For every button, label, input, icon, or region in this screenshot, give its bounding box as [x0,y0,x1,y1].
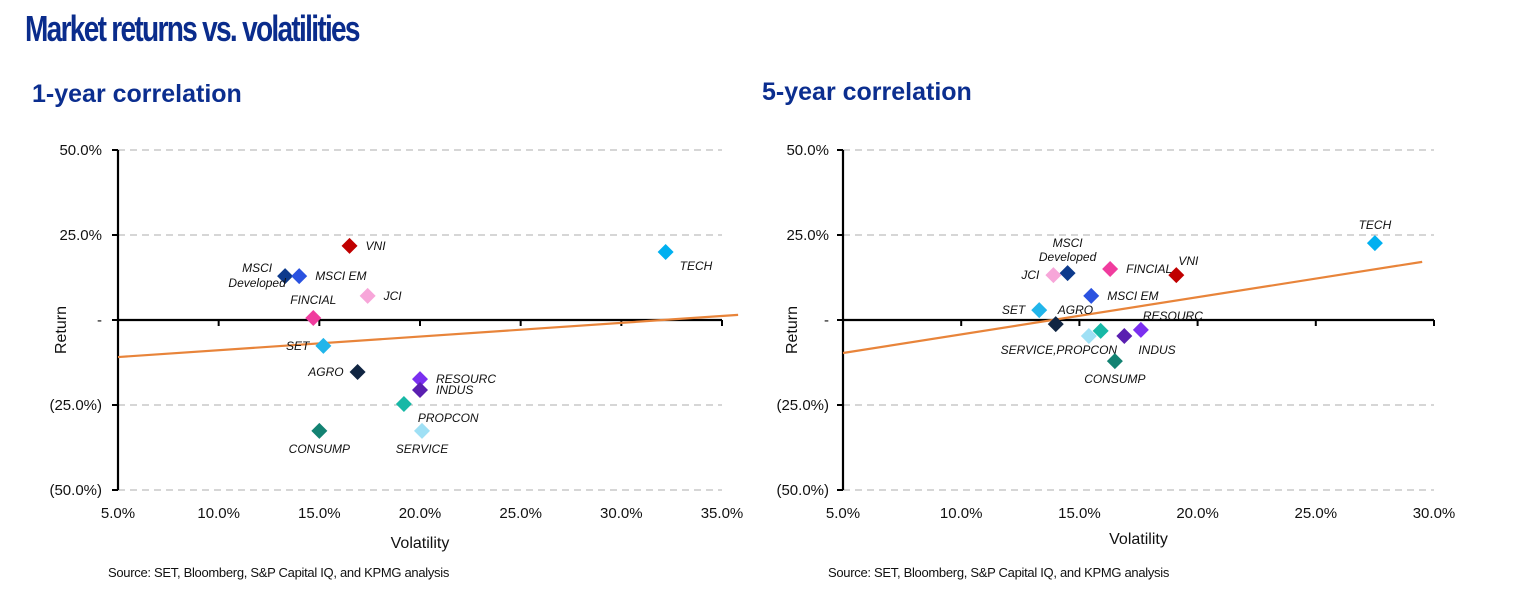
chart-title-5-year: 5-year correlation [762,78,972,106]
y-tick-label: (50.0%) [49,482,102,499]
point-jci [359,287,376,304]
point-label: TECH [1359,218,1392,232]
point-label: MSCI EM [315,269,366,283]
y-tick-label: - [97,312,102,329]
point-label: FINCIAL [290,293,336,307]
point-label: CONSUMP [289,442,350,456]
x-tick-label: 15.0% [1058,505,1101,522]
point-msci-em [1083,287,1100,304]
point-label: AGRO [307,365,343,379]
point-fincial [1102,261,1119,277]
point-label: JCI [1020,268,1040,282]
y-tick-label: 25.0% [786,227,829,244]
chart-title-1-year: 1-year correlation [32,80,242,108]
point-label: INDUS [1138,343,1175,357]
x-tick-label: 15.0% [298,505,341,522]
point-label-line: Developed [228,276,286,290]
x-tick-label: 5.0% [826,505,860,522]
point-label: TECH [680,259,713,273]
point-label: FINCIAL [1126,262,1172,276]
x-axis-title: Volatility [391,535,450,552]
point-agro [1047,316,1064,333]
x-tick-label: 35.0% [701,505,744,522]
point-unlabeled [1092,322,1109,339]
point-msci-developed [1059,265,1076,282]
point-consump [1106,353,1123,370]
x-tick-label: 30.0% [1413,505,1456,522]
point-tech [657,244,674,260]
point-label: RESOURC [436,372,496,386]
point-consump [311,422,328,439]
point-label: PROPCON [418,411,479,425]
point-set [315,337,332,354]
point-label: SET [1002,303,1027,317]
point-indus [412,382,428,399]
point-label: AGRO [1057,303,1093,317]
y-tick-label: 50.0% [786,142,829,159]
point-resourc [1132,321,1149,338]
x-tick-label: 20.0% [1176,505,1219,522]
x-tick-label: 20.0% [399,505,442,522]
source-note-5-year: Source: SET, Bloomberg, S&P Capital IQ, … [828,565,1170,580]
y-axis-title: Return [784,306,801,354]
point-label: VNI [366,239,387,253]
point-label: VNI [1178,254,1199,268]
point-agro [349,364,366,381]
point-label: JCI [383,289,403,303]
point-label-line: MSCI [242,261,273,275]
x-tick-label: 30.0% [600,505,643,522]
point-vni [341,237,358,254]
y-axis-title: Return [53,306,70,354]
point-label: RESOURC [1143,309,1203,323]
x-tick-label: 5.0% [101,505,135,522]
point-label: SERVICE,PROPCON [1001,343,1118,357]
point-set [1031,302,1048,319]
point-fincial [305,309,322,326]
point-label: MSCI Developed [1039,236,1097,264]
x-tick-label: 25.0% [499,505,542,522]
y-tick-label: - [824,312,829,329]
point-propcon [395,395,412,412]
point-vni [1168,267,1185,284]
point-resourc [412,371,428,388]
point-tech [1366,235,1383,252]
page-title: Market returns vs. volatilities [25,8,361,49]
x-tick-label: 25.0% [1295,505,1338,522]
point-msci-developed [277,268,294,285]
point-jci [1045,267,1062,284]
y-tick-label: (25.0%) [776,397,829,414]
point-service [414,422,431,439]
y-tick-label: (50.0%) [776,482,829,499]
y-tick-label: (25.0%) [49,397,102,414]
point-label-line: MSCI [1053,236,1084,250]
y-tick-label: 25.0% [59,227,102,244]
x-axis-title: Volatility [1109,531,1168,548]
point-label: CONSUMP [1084,372,1145,386]
source-note-1-year: Source: SET, Bloomberg, S&P Capital IQ, … [108,565,450,580]
x-tick-label: 10.0% [940,505,983,522]
point-label-line: Developed [1039,250,1097,264]
point-label: MSCI EM [1107,289,1158,303]
y-tick-label: 50.0% [59,142,102,159]
point-label: SET [286,339,311,353]
point-indus [1116,327,1133,344]
x-tick-label: 10.0% [197,505,240,522]
scatter-chart-1-year: 50.0% 25.0% - (25.0%) (50.0%) 5.0% 10.0% 15.0% 2… [49,142,744,552]
point-service-propcon [1080,327,1097,344]
trendline [117,313,739,359]
point-msci-em [291,268,308,285]
point-label: MSCI Developed [228,261,286,290]
trendline [842,260,1423,355]
point-label: SERVICE [396,442,449,456]
point-label: INDUS [436,383,473,397]
